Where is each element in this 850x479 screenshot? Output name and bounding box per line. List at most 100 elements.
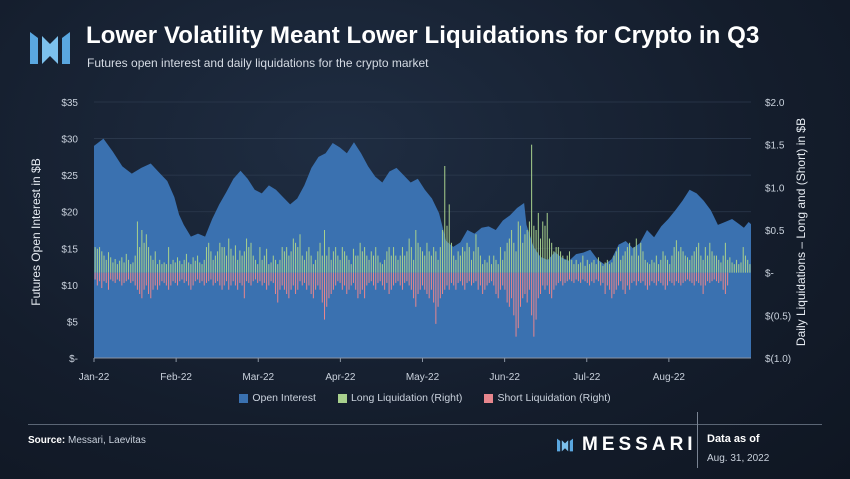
- short-liquidation-bar: [435, 272, 437, 324]
- long-liquidation-bar: [221, 247, 223, 273]
- short-liquidation-bar: [693, 272, 695, 286]
- long-liquidation-bar: [553, 251, 555, 273]
- long-liquidation-bar: [698, 242, 700, 273]
- long-liquidation-bar: [600, 262, 602, 273]
- y-right-tick-label: $2.0: [765, 98, 785, 109]
- long-liquidation-bar: [110, 257, 112, 273]
- long-liquidation-bar: [170, 264, 172, 273]
- short-liquidation-bar: [617, 272, 619, 286]
- short-liquidation-bar: [602, 272, 604, 283]
- short-liquidation-bar: [453, 272, 455, 286]
- short-liquidation-bar: [506, 272, 508, 303]
- short-liquidation-bar: [145, 272, 147, 286]
- short-liquidation-bar: [609, 272, 611, 290]
- long-liquidation-bar: [540, 238, 542, 273]
- long-liquidation-bar: [715, 255, 717, 273]
- short-liquidation-bar: [170, 272, 172, 286]
- short-liquidation-bar: [406, 272, 408, 282]
- long-liquidation-bar: [401, 247, 403, 273]
- short-liquidation-bar: [283, 272, 285, 290]
- short-liquidation-bar: [230, 272, 232, 286]
- long-liquidation-bar: [638, 255, 640, 273]
- short-liquidation-bar: [611, 272, 613, 299]
- long-liquidation-bar: [649, 264, 651, 273]
- long-liquidation-bar: [121, 257, 123, 273]
- legend-item-short: Short Liquidation (Right): [484, 392, 611, 404]
- long-liquidation-bar: [597, 257, 599, 273]
- short-liquidation-bar: [136, 272, 138, 290]
- short-liquidation-bar: [270, 272, 272, 282]
- long-liquidation-bar: [560, 251, 562, 273]
- x-tick-label: Mar-22: [242, 372, 274, 383]
- long-liquidation-bar: [161, 264, 163, 273]
- short-liquidation-bar: [114, 272, 116, 283]
- y-right-tick-label: $0.5: [765, 226, 785, 237]
- long-liquidation-bar: [430, 255, 432, 273]
- long-liquidation-bar: [660, 259, 662, 273]
- legend-swatch-long: [337, 393, 347, 403]
- short-liquidation-bar: [299, 272, 301, 282]
- short-liquidation-bar: [161, 272, 163, 282]
- short-liquidation-bar: [606, 272, 608, 286]
- short-liquidation-bar: [168, 272, 170, 290]
- long-liquidation-bar: [591, 262, 593, 273]
- long-liquidation-bar: [707, 255, 709, 273]
- short-liquidation-bar: [568, 272, 570, 280]
- long-liquidation-bar: [208, 242, 210, 273]
- short-liquidation-bar: [653, 272, 655, 283]
- short-liquidation-bar: [241, 272, 243, 286]
- short-liquidation-bar: [546, 272, 548, 286]
- long-liquidation-bar: [123, 262, 125, 273]
- long-liquidation-bar: [495, 259, 497, 273]
- short-liquidation-bar: [232, 272, 234, 282]
- short-liquidation-bar: [439, 272, 441, 299]
- long-liquidation-bar: [506, 242, 508, 273]
- long-liquidation-bar: [154, 251, 156, 273]
- long-liquidation-bar: [729, 257, 731, 273]
- long-liquidation-bar: [724, 242, 726, 273]
- long-liquidation-bar: [602, 265, 604, 273]
- long-liquidation-bar: [542, 221, 544, 273]
- short-liquidation-bar: [446, 272, 448, 286]
- short-liquidation-bar: [584, 272, 586, 282]
- long-liquidation-bar: [655, 255, 657, 273]
- legend-swatch-short: [484, 393, 494, 403]
- long-liquidation-bar: [272, 255, 274, 273]
- long-liquidation-bar: [566, 255, 568, 273]
- long-liquidation-bar: [359, 242, 361, 273]
- long-liquidation-bar: [344, 251, 346, 273]
- long-liquidation-bar: [288, 255, 290, 273]
- short-liquidation-bar: [635, 272, 637, 286]
- long-liquidation-bar: [185, 253, 187, 273]
- long-liquidation-bar: [609, 264, 611, 273]
- long-liquidation-bar: [682, 251, 684, 273]
- short-liquidation-bar: [513, 272, 515, 316]
- short-liquidation-bar: [223, 272, 225, 286]
- short-liquidation-bar: [678, 272, 680, 283]
- short-liquidation-bar: [644, 272, 646, 286]
- source-note: Source: Messari, Laevitas: [28, 435, 146, 446]
- long-liquidation-bar: [303, 259, 305, 273]
- short-liquidation-bar: [486, 272, 488, 286]
- short-liquidation-bar: [517, 272, 519, 329]
- short-liquidation-bar: [250, 272, 252, 286]
- long-liquidation-bar: [125, 253, 127, 273]
- short-liquidation-bar: [649, 272, 651, 286]
- short-liquidation-bar: [277, 272, 279, 303]
- long-liquidation-bar: [136, 221, 138, 273]
- messari-logo-small-icon: [557, 438, 573, 452]
- long-liquidation-bar: [702, 259, 704, 273]
- short-liquidation-bar: [150, 272, 152, 299]
- long-liquidation-bar: [281, 247, 283, 273]
- long-liquidation-bar: [700, 255, 702, 273]
- short-liquidation-bar: [105, 272, 107, 283]
- long-liquidation-bar: [112, 262, 114, 273]
- short-liquidation-bar: [535, 272, 537, 320]
- short-liquidation-bar: [306, 272, 308, 290]
- long-liquidation-bar: [328, 247, 330, 273]
- long-liquidation-bar: [348, 259, 350, 273]
- short-liquidation-bar: [177, 272, 179, 286]
- long-liquidation-bar: [226, 255, 228, 273]
- short-liquidation-bar: [379, 272, 381, 282]
- short-liquidation-bar: [286, 272, 288, 294]
